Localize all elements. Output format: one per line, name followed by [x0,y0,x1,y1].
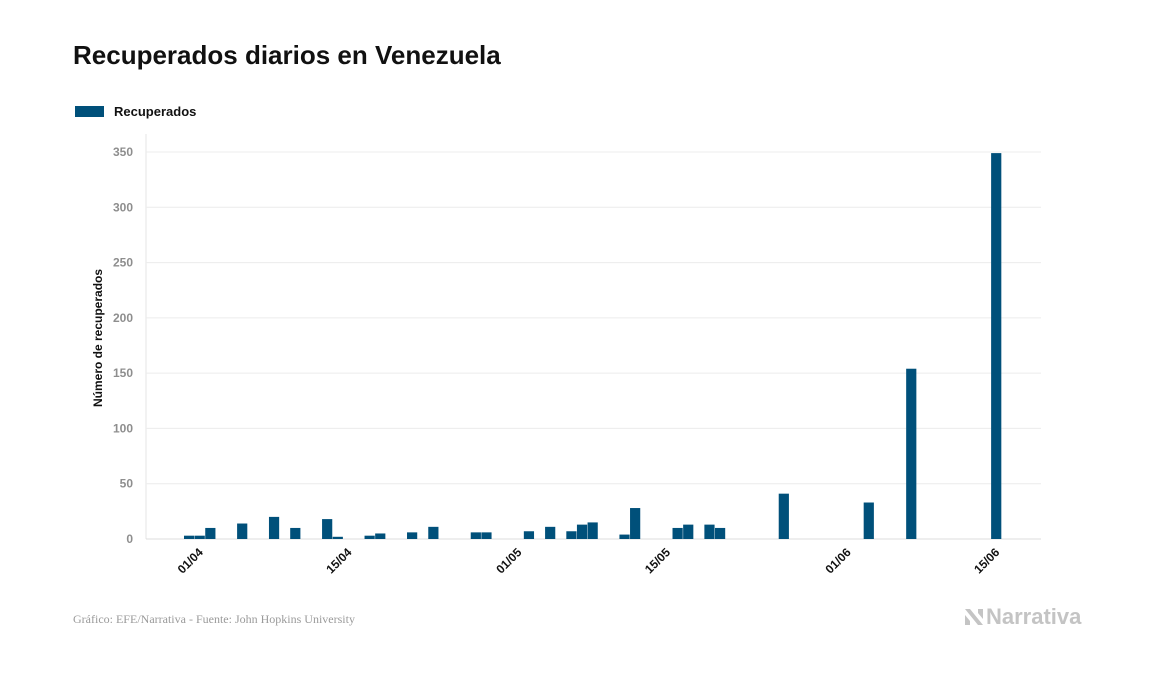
bar [683,524,694,539]
bar [205,527,216,539]
bar [194,535,205,539]
bars [184,153,1002,539]
bar [481,532,492,539]
bar [704,524,715,539]
y-tick-label: 250 [113,256,133,270]
narrativa-logo-icon [965,609,983,625]
y-tick-label: 150 [113,366,133,380]
bar [332,536,343,539]
bar [576,524,588,539]
bar [630,508,641,539]
x-tick-label: 15/06 [971,545,1002,576]
x-tick-label: 15/05 [642,545,673,576]
bar [672,527,683,539]
bar [184,535,195,539]
bar [268,516,280,539]
bar [566,531,577,539]
y-axis-label: Número de recuperados [91,269,105,407]
bar [428,526,439,539]
legend-label-recuperados: Recuperados [114,104,197,119]
x-tick-labels: 01/04 15/04 01/05 15/05 01/06 15/06 [175,545,1003,576]
bar [863,502,874,539]
gridlines [145,134,1041,540]
y-tick-label: 300 [113,200,133,214]
bar [290,527,301,539]
legend: Recuperados [75,104,196,119]
x-tick-label: 15/04 [323,545,354,576]
y-tick-label: 100 [113,421,133,435]
y-tick-label: 50 [120,477,134,491]
brand-logo: Narrativa [964,604,1081,630]
bar [715,527,726,539]
source-note: Gráfico: EFE/Narrativa - Fuente: John Ho… [73,612,355,626]
y-tick-label: 350 [113,145,133,159]
bar [906,368,917,539]
bar [364,535,375,539]
bar [523,531,535,539]
x-tick-label: 01/05 [493,545,524,576]
brand-name: Narrativa [986,604,1082,629]
y-tick-label: 200 [113,311,133,325]
legend-swatch [75,106,104,117]
bar [375,533,386,539]
chart-title: Recuperados diarios en Venezuela [73,40,501,70]
bar [407,532,418,539]
bar [619,534,630,539]
bar [470,532,481,539]
bar [545,526,556,539]
bar [991,153,1002,539]
x-tick-label: 01/06 [823,545,854,576]
x-tick-label: 01/04 [175,545,206,576]
bar [778,493,789,539]
bar [322,519,333,539]
bar [237,523,248,539]
bar [587,522,598,539]
y-tick-labels: 0 50 100 150 200 250 300 350 [113,145,133,546]
y-tick-label: 0 [126,532,133,546]
